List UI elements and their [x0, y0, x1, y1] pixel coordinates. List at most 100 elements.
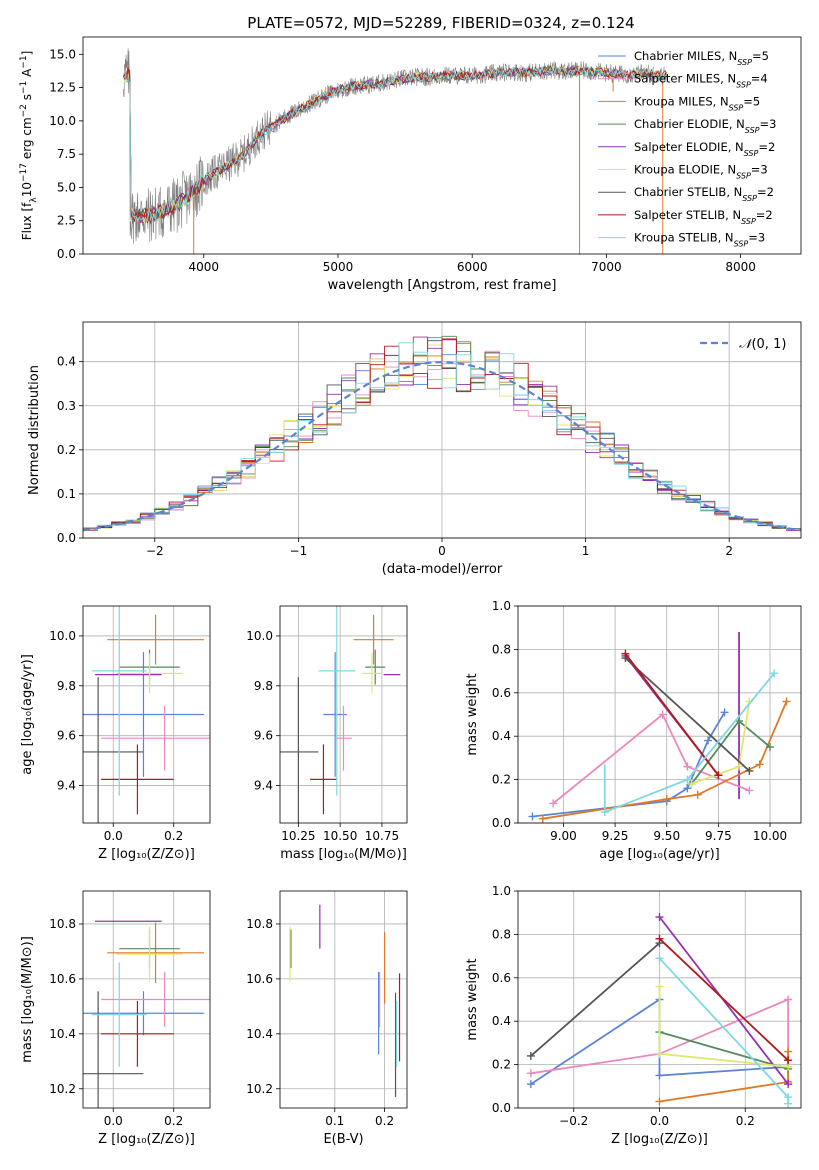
panel-mass-vs-Z: 0.0 0.2 10.2 10.4 10.6 10.8 Z [log₁₀(Z/Z⊙)] mas…: [20, 890, 211, 1147]
y-tick-label: 0.0: [492, 1101, 511, 1115]
y-tick-label: 9.8: [57, 679, 76, 693]
x-tick-label: 0.2: [736, 1114, 755, 1128]
axes-frame: [517, 890, 802, 1109]
x-tick-label: 6000: [457, 260, 488, 274]
panel-mass-vs-ebv: 0.1 0.2 10.2 10.4 10.6 10.8 E(B-V): [246, 890, 408, 1147]
y-tick-label: 5.0: [57, 180, 76, 194]
mass-weight-line: [624, 653, 720, 776]
y-tick-label: 0.4: [57, 355, 76, 369]
y-tick-label: 0.8: [492, 642, 511, 656]
spectrum-model-line: [122, 65, 667, 223]
y-tick-label: 9.6: [57, 729, 76, 743]
y-axis-label: mass weight: [465, 673, 480, 755]
y-tick-label: 10.4: [49, 1027, 76, 1041]
y-tick-label: 10.8: [246, 917, 273, 931]
y-tick-label: 15.0: [49, 47, 76, 61]
x-tick-label: 0.0: [650, 1114, 669, 1128]
legend-entry: Chabrier STELIB, NSSP=2: [634, 185, 774, 203]
y-axis-label: age [log₁₀(age/yr)]: [20, 654, 35, 775]
legend-entry: Salpeter ELODIE, NSSP=2: [634, 140, 775, 158]
spectrum-model-line: [122, 64, 667, 225]
spectrum-model-line: [123, 65, 667, 225]
y-tick-label: 12.5: [49, 81, 76, 95]
y-tick-label: 10.2: [246, 1082, 273, 1096]
y-tick-label: 0.6: [492, 686, 511, 700]
plot-area: [122, 48, 668, 254]
x-tick-label: 9.75: [705, 829, 732, 843]
plot-area: [83, 920, 210, 1108]
x-tick-label: 5000: [323, 260, 354, 274]
plot-area: [526, 913, 793, 1108]
plot-area: [280, 606, 401, 823]
x-tick-label: −1: [290, 544, 308, 558]
figure-title: PLATE=0572, MJD=52289, FIBERID=0324, z=0…: [247, 14, 634, 32]
y-tick-label: 0.0: [57, 531, 76, 545]
x-tick-label: 10.75: [365, 829, 399, 843]
y-axis-label: Normed distribution: [27, 365, 42, 495]
x-tick-label: 0.2: [164, 829, 183, 843]
y-tick-label: 0.6: [492, 971, 511, 985]
plot-area: [83, 335, 801, 532]
mass-weight-line: [530, 942, 661, 1057]
y-tick-label: 9.8: [254, 679, 273, 693]
y-tick-label: 0.2: [57, 443, 76, 457]
panel-age-vs-Z: 0.0 0.2 9.4 9.6 9.8 10.0 Z [log₁₀(Z/Z⊙)] age [l…: [20, 605, 211, 862]
y-tick-label: 9.4: [254, 779, 273, 793]
x-axis-label: Z [log₁₀(Z/Z⊙)]: [611, 1132, 708, 1147]
legend-entry: Salpeter MILES, NSSP=4: [634, 72, 768, 90]
x-tick-label: 9.00: [550, 829, 577, 843]
spectrum-model-line: [122, 65, 667, 223]
x-tick-label: −0.2: [559, 1114, 588, 1128]
y-axis-label: mass weight: [465, 958, 480, 1040]
y-tick-label: 0.4: [492, 729, 511, 743]
x-tick-label: 7000: [591, 260, 622, 274]
panel-residuals: −2 −1 0 1 2 0.0 0.1 0.2 0.3 0.4 (data-model)/error…: [27, 321, 802, 577]
axes-frame: [82, 321, 802, 539]
panel-age-vs-mass: 10.25 10.50 10.75 9.4 9.6 9.8 10.0 mass [log₁₀(…: [246, 605, 408, 862]
x-tick-label: 0.0: [104, 1114, 123, 1128]
y-tick-label: 0.0: [57, 247, 76, 261]
x-tick-label: 10.00: [753, 829, 787, 843]
legend-entry: Salpeter STELIB, NSSP=2: [634, 208, 773, 226]
legend-entry: Kroupa ELODIE, NSSP=3: [634, 163, 768, 181]
legend-entry: Kroupa MILES, NSSP=5: [634, 94, 760, 112]
x-tick-label: 10.50: [323, 829, 357, 843]
x-tick-label: 0.2: [164, 1114, 183, 1128]
mass-weight-line: [552, 713, 750, 805]
x-tick-label: 0.1: [325, 1114, 344, 1128]
x-axis-label: (data-model)/error: [382, 562, 503, 577]
x-tick-label: 0.0: [104, 829, 123, 843]
axes-frame: [517, 605, 802, 824]
plot-area: [83, 606, 210, 823]
mass-weight-line: [532, 711, 726, 818]
x-axis-label: E(B-V): [323, 1132, 363, 1147]
y-tick-label: 10.0: [49, 114, 76, 128]
y-tick-label: 0.2: [492, 1058, 511, 1072]
y-tick-label: 10.8: [49, 917, 76, 931]
y-tick-label: 7.5: [57, 147, 76, 161]
mass-weight-line: [659, 1031, 789, 1070]
legend-entry: Chabrier ELODIE, NSSP=3: [634, 117, 776, 135]
spectrum-data-line: [123, 48, 668, 244]
spectrum-model-line: [123, 65, 667, 224]
panel-spectrum: 4000 5000 6000 7000 8000 0.0 2.5 5.0 7.5 10.0 12.5…: [19, 36, 802, 293]
axes-frame: [82, 890, 211, 1109]
panel-massweight-vs-Z: −0.2 0.0 0.2 0.0 0.2 0.4 0.6 0.8 1.0 Z [log₁₀(Z/Z…: [465, 884, 802, 1147]
y-tick-label: 9.6: [254, 729, 273, 743]
y-tick-label: 10.2: [49, 1082, 76, 1096]
y-tick-label: 10.4: [246, 1027, 273, 1041]
y-tick-label: 0.4: [492, 1014, 511, 1028]
y-tick-label: 1.0: [492, 884, 511, 898]
x-tick-label: 9.50: [653, 829, 680, 843]
x-tick-label: 1: [582, 544, 590, 558]
y-axis-label: Flux [fλ10−17 erg cm−2 s−1 A−1]: [19, 51, 39, 241]
mass-weight-line: [658, 957, 789, 1104]
spectrum-model-line: [122, 66, 667, 224]
mass-weight-line: [658, 938, 789, 1061]
plot-area: [289, 904, 401, 1098]
normal-curve: [83, 360, 801, 532]
y-tick-label: 0.1: [57, 487, 76, 501]
y-tick-label: 10.0: [246, 629, 273, 643]
x-axis-label: Z [log₁₀(Z/Z⊙)]: [98, 1132, 195, 1147]
